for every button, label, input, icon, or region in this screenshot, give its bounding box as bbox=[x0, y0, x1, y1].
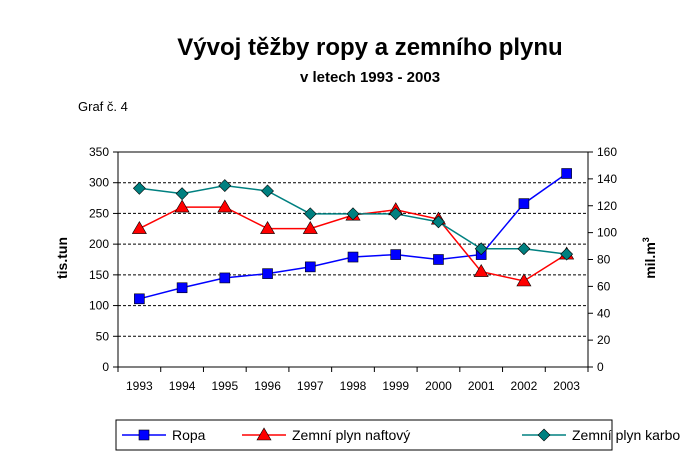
y-left-tick-label: 250 bbox=[89, 206, 109, 220]
y-right-tick-label: 60 bbox=[597, 279, 611, 293]
series-0-point bbox=[304, 261, 316, 273]
series-2-point bbox=[517, 242, 531, 256]
series-2-point bbox=[389, 207, 403, 221]
y-right-tick-label: 0 bbox=[597, 360, 604, 374]
y-left-tick-label: 0 bbox=[102, 360, 109, 374]
x-tick-label: 2001 bbox=[468, 379, 495, 393]
y-right-tick-label: 80 bbox=[597, 253, 611, 267]
chart-title: Vývoj těžby ropy a zemního plynu bbox=[177, 34, 562, 61]
y-left-tick-label: 300 bbox=[89, 176, 109, 190]
y-left-tick-label: 150 bbox=[89, 268, 109, 282]
y-right-tick-label: 20 bbox=[597, 333, 611, 347]
legend-marker-0 bbox=[138, 429, 150, 441]
y-axis-left-label: tis.tun bbox=[54, 237, 70, 279]
plot-area: 0 50 100 150 200 250 300 350 0 20 40 60 80 100 120 140 1… bbox=[89, 145, 617, 393]
y-axis-right-label-main: mil.m bbox=[642, 242, 658, 279]
series-0-point bbox=[176, 282, 188, 294]
legend-label-0: Ropa bbox=[172, 427, 206, 443]
series-1-point bbox=[516, 273, 532, 287]
series-2-point bbox=[303, 207, 317, 221]
x-tick-label: 1996 bbox=[254, 379, 281, 393]
x-tick-label: 1994 bbox=[169, 379, 196, 393]
y-right-tick-label: 120 bbox=[597, 199, 617, 213]
x-tick-label: 1998 bbox=[340, 379, 367, 393]
legend-marker-2 bbox=[537, 428, 551, 442]
y-left-tick-label: 100 bbox=[89, 299, 109, 313]
legend-label-1: Zemní plyn naftový bbox=[292, 427, 410, 443]
legend: Ropa Zemní plyn naftový Zemní plyn karbons… bbox=[115, 419, 680, 451]
legend-marker-1 bbox=[256, 427, 272, 441]
y-left-tick-label: 50 bbox=[96, 329, 110, 343]
y-right-tick-label: 140 bbox=[597, 172, 617, 186]
series-2-point bbox=[132, 181, 146, 195]
x-tick-label: 2003 bbox=[553, 379, 580, 393]
x-tick-label: 1993 bbox=[126, 379, 153, 393]
y-axis-right-label-sup: 3 bbox=[641, 237, 651, 242]
y-right-tick-label: 100 bbox=[597, 226, 617, 240]
y-axis-right-label: mil.m3 bbox=[641, 237, 658, 279]
series-1-point bbox=[217, 199, 233, 213]
series-2-point bbox=[346, 207, 360, 221]
legend-label-2: Zemní plyn karbonský bbox=[572, 427, 680, 443]
series-2-point bbox=[474, 242, 488, 256]
series-1-point bbox=[302, 220, 318, 234]
y-right-tick-label: 40 bbox=[597, 306, 611, 320]
svg-text:mil.m3: mil.m3 bbox=[641, 237, 658, 279]
series-0-point bbox=[433, 254, 444, 265]
chart-subtitle: v letech 1993 - 2003 bbox=[300, 69, 440, 86]
y-right-tick-label: 160 bbox=[597, 145, 617, 159]
y-left-tick-label: 200 bbox=[89, 237, 109, 251]
series-0-point bbox=[262, 268, 273, 279]
x-tick-label: 2000 bbox=[425, 379, 452, 393]
series-2-point bbox=[218, 179, 232, 193]
series-1-point bbox=[131, 220, 147, 234]
series-0-point bbox=[134, 293, 145, 305]
series-0-point bbox=[561, 168, 572, 179]
series-1-point bbox=[174, 199, 190, 213]
series-0-point bbox=[518, 198, 530, 209]
x-tick-label: 2002 bbox=[511, 379, 538, 393]
series-1-point bbox=[260, 220, 276, 234]
series-2-point bbox=[432, 215, 445, 229]
series-1-point bbox=[473, 263, 489, 277]
series-0-point bbox=[347, 251, 359, 263]
x-tick-label: 1999 bbox=[382, 379, 409, 393]
x-tick-label: 1997 bbox=[297, 379, 324, 393]
series-0-point bbox=[390, 249, 402, 260]
series-2-point bbox=[175, 187, 189, 201]
chart-note: Graf č. 4 bbox=[78, 99, 128, 114]
x-tick-label: 1995 bbox=[211, 379, 238, 393]
y-left-tick-label: 350 bbox=[89, 145, 109, 159]
series-0-point bbox=[219, 272, 231, 284]
series-2-point bbox=[261, 184, 274, 198]
series-2-point bbox=[560, 247, 574, 261]
